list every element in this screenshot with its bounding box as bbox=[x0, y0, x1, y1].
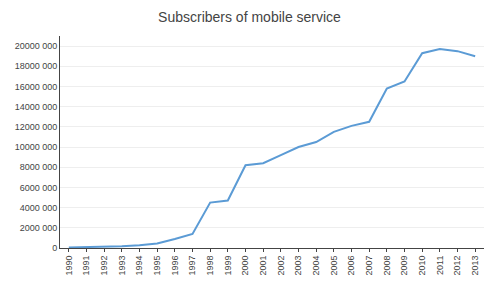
svg-text:1990: 1990 bbox=[64, 256, 74, 276]
svg-text:20000 000: 20000 000 bbox=[15, 41, 58, 51]
svg-text:2013: 2013 bbox=[470, 256, 480, 276]
svg-text:2010: 2010 bbox=[417, 256, 427, 276]
svg-text:2000: 2000 bbox=[240, 256, 250, 276]
svg-text:2006: 2006 bbox=[346, 256, 356, 276]
svg-text:8000 000: 8000 000 bbox=[20, 162, 58, 172]
svg-text:1997: 1997 bbox=[187, 256, 197, 276]
svg-text:2000 000: 2000 000 bbox=[20, 223, 58, 233]
svg-text:2005: 2005 bbox=[329, 256, 339, 276]
svg-text:1996: 1996 bbox=[170, 256, 180, 276]
svg-text:2001: 2001 bbox=[258, 256, 268, 276]
svg-text:2003: 2003 bbox=[293, 256, 303, 276]
svg-text:2012: 2012 bbox=[452, 256, 462, 276]
svg-text:14000 000: 14000 000 bbox=[15, 102, 58, 112]
svg-text:2004: 2004 bbox=[311, 256, 321, 276]
svg-text:1995: 1995 bbox=[152, 256, 162, 276]
svg-text:2011: 2011 bbox=[435, 256, 445, 275]
svg-text:2007: 2007 bbox=[364, 256, 374, 276]
svg-text:10000 000: 10000 000 bbox=[15, 142, 58, 152]
svg-text:1998: 1998 bbox=[205, 256, 215, 276]
svg-text:12000 000: 12000 000 bbox=[15, 122, 58, 132]
svg-text:1991: 1991 bbox=[81, 256, 91, 276]
svg-text:16000 000: 16000 000 bbox=[15, 82, 58, 92]
svg-text:2002: 2002 bbox=[276, 256, 286, 276]
svg-text:1994: 1994 bbox=[134, 256, 144, 276]
svg-text:1992: 1992 bbox=[99, 256, 109, 276]
svg-text:1993: 1993 bbox=[117, 256, 127, 276]
svg-text:4000 000: 4000 000 bbox=[20, 203, 58, 213]
svg-text:2009: 2009 bbox=[399, 256, 409, 276]
svg-text:2008: 2008 bbox=[382, 256, 392, 276]
svg-text:1999: 1999 bbox=[223, 256, 233, 276]
svg-text:0: 0 bbox=[52, 243, 57, 253]
svg-text:Subscribers of mobile service: Subscribers of mobile service bbox=[158, 9, 341, 25]
svg-text:6000 000: 6000 000 bbox=[20, 183, 58, 193]
svg-text:18000 000: 18000 000 bbox=[15, 61, 58, 71]
